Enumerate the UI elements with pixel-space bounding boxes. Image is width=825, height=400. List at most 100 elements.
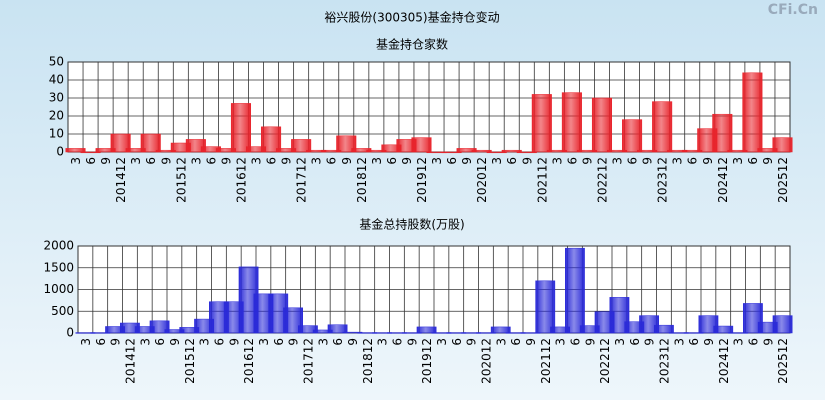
- x-tick-label: 3: [129, 157, 143, 165]
- x-tick-label: 6: [445, 157, 459, 165]
- x-tick-label: 3: [550, 157, 564, 165]
- x-tick-label: 6: [385, 157, 399, 165]
- x-tick-label: 202012: [475, 157, 489, 203]
- bar: [80, 151, 101, 154]
- y-tick-label: 10: [49, 127, 64, 141]
- bar: [535, 280, 556, 334]
- x-tick-label: 202312: [657, 338, 671, 384]
- x-tick-label: 3: [316, 338, 330, 346]
- x-tick-label: 9: [520, 157, 534, 165]
- x-tick-label: 6: [746, 157, 760, 165]
- x-tick-label: 202212: [598, 338, 612, 384]
- chart-title: 基金总持股数(万股): [359, 217, 464, 232]
- x-tick-label: 9: [227, 338, 241, 346]
- x-tick-label: 9: [219, 157, 233, 165]
- x-tick-label: 201812: [361, 338, 375, 384]
- x-tick-label: 6: [212, 338, 226, 346]
- x-tick-label: 9: [287, 338, 301, 346]
- x-tick-label: 6: [390, 338, 404, 346]
- bar: [743, 303, 763, 334]
- x-tick-label: 3: [672, 338, 686, 346]
- y-tick-label: 40: [49, 73, 64, 87]
- x-tick-label: 201612: [242, 338, 256, 384]
- bar: [283, 307, 303, 334]
- y-tick-label: 20: [49, 109, 64, 123]
- bar: [185, 139, 206, 153]
- x-tick-label: 201912: [415, 157, 429, 203]
- x-tick-label: 6: [505, 157, 519, 165]
- bar: [772, 315, 793, 334]
- bar: [416, 326, 437, 334]
- x-tick-label: 3: [189, 157, 203, 165]
- x-tick-label: 6: [325, 157, 339, 165]
- x-tick-label: 202512: [776, 157, 790, 203]
- y-tick-label: 0: [66, 326, 74, 340]
- x-tick-label: 9: [159, 157, 173, 165]
- x-tick-label: 9: [99, 157, 113, 165]
- x-tick-label: 201912: [420, 338, 434, 384]
- x-tick-label: 3: [435, 338, 449, 346]
- x-tick-label: 3: [430, 157, 444, 165]
- x-tick-label: 6: [94, 338, 108, 346]
- x-tick-label: 6: [686, 157, 700, 165]
- x-tick-label: 9: [465, 338, 479, 346]
- x-tick-label: 201512: [174, 157, 188, 203]
- x-tick-label: 6: [568, 338, 582, 346]
- x-tick-label: 3: [69, 157, 83, 165]
- x-tick-label: 9: [641, 157, 655, 165]
- y-tick-label: 1500: [43, 260, 74, 274]
- bar: [336, 135, 357, 153]
- bar: [441, 151, 462, 154]
- page-title: 裕兴股份(300305)基金持仓变动: [324, 10, 499, 25]
- x-tick-label: 3: [250, 157, 264, 165]
- x-tick-label: 6: [509, 338, 523, 346]
- x-tick-label: 6: [626, 157, 640, 165]
- bar: [652, 101, 673, 153]
- x-tick-label: 9: [168, 338, 182, 346]
- bar: [591, 97, 613, 153]
- x-tick-label: 9: [109, 338, 123, 346]
- bar: [411, 137, 432, 153]
- x-tick-label: 201812: [355, 157, 369, 203]
- x-tick-label: 6: [331, 338, 345, 346]
- bar: [149, 320, 170, 334]
- x-tick-label: 9: [761, 338, 775, 346]
- bar: [471, 149, 492, 153]
- x-tick-label: 6: [84, 157, 98, 165]
- chart-title: 基金持仓家数: [376, 37, 448, 52]
- x-tick-label: 202512: [776, 338, 790, 384]
- x-tick-label: 6: [687, 338, 701, 346]
- bar: [654, 324, 674, 334]
- bar: [110, 133, 131, 153]
- bar: [140, 133, 161, 153]
- bar: [712, 113, 733, 153]
- x-tick-label: 3: [490, 157, 504, 165]
- x-tick-label: 3: [671, 157, 685, 165]
- bar: [65, 148, 86, 153]
- bar: [713, 325, 734, 334]
- x-tick-label: 9: [583, 338, 597, 346]
- bar: [486, 151, 507, 154]
- x-tick-label: 9: [400, 157, 414, 165]
- x-tick-label: 9: [524, 338, 538, 346]
- x-tick-label: 202412: [716, 157, 730, 203]
- x-tick-label: 6: [746, 338, 760, 346]
- x-tick-label: 202312: [656, 157, 670, 203]
- x-tick-label: 9: [761, 157, 775, 165]
- y-tick-label: 1000: [43, 282, 74, 296]
- x-tick-label: 6: [204, 157, 218, 165]
- x-tick-label: 202212: [595, 157, 609, 203]
- x-tick-label: 6: [628, 338, 642, 346]
- x-tick-label: 3: [731, 157, 745, 165]
- x-tick-label: 9: [702, 338, 716, 346]
- x-tick-label: 201712: [295, 157, 309, 203]
- bar: [772, 137, 793, 153]
- y-tick-label: 0: [56, 145, 64, 159]
- x-tick-label: 6: [144, 157, 158, 165]
- bar: [622, 119, 643, 153]
- x-tick-label: 201612: [234, 157, 248, 203]
- x-tick-label: 6: [153, 338, 167, 346]
- bar: [327, 324, 348, 334]
- y-tick-label: 2000: [43, 239, 74, 253]
